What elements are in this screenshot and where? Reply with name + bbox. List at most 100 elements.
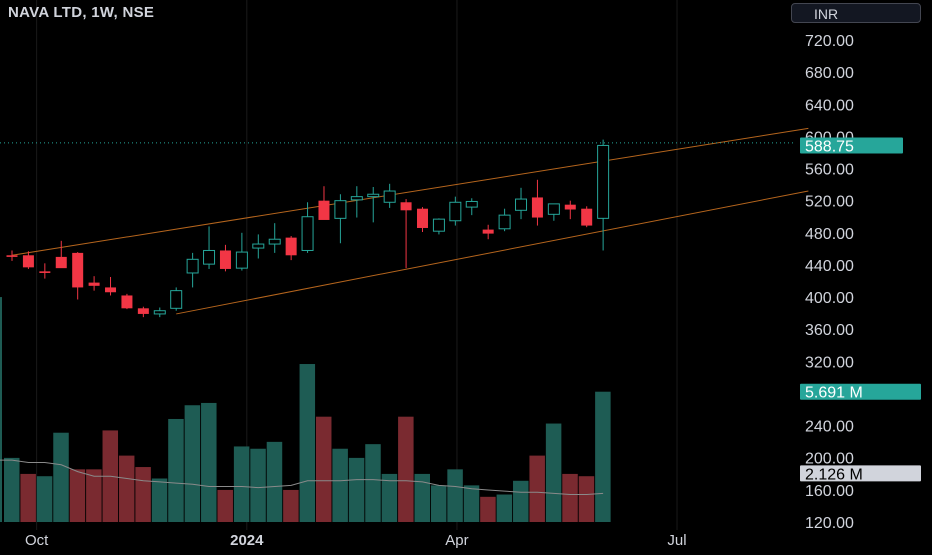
channel-line-upper[interactable] <box>11 127 809 256</box>
volume-bar <box>250 448 266 522</box>
volume-bar <box>447 469 463 522</box>
time-axis-label: Jul <box>667 532 686 549</box>
price-tick-label: 400.00 <box>805 290 854 307</box>
candle-body[interactable] <box>432 218 445 232</box>
candle-body[interactable] <box>39 271 51 273</box>
candle-body[interactable] <box>268 238 281 245</box>
candle-body[interactable] <box>153 310 166 315</box>
candle-body[interactable] <box>170 290 183 309</box>
volume-bar <box>135 467 151 522</box>
volume-value-label: 5.691 M <box>805 385 863 402</box>
volume-bar <box>4 457 20 522</box>
candle-body[interactable] <box>203 249 216 265</box>
price-tick-label: 200.00 <box>805 451 854 468</box>
volume-bar <box>430 485 447 522</box>
candle-body[interactable] <box>88 282 100 286</box>
last-price-badge <box>800 137 903 154</box>
candle-body[interactable] <box>400 202 412 211</box>
volume-bar <box>480 496 496 522</box>
candle-body[interactable] <box>72 252 84 288</box>
candle-body[interactable] <box>581 208 593 226</box>
candle-body[interactable] <box>22 255 34 268</box>
volume-bar <box>496 494 513 522</box>
candle-body[interactable] <box>449 201 462 222</box>
volume-value-badge <box>800 383 921 400</box>
last-price-label: 588.75 <box>805 138 854 155</box>
price-tick-label: 720.00 <box>805 33 854 50</box>
volume-bar <box>332 448 348 522</box>
candle-body[interactable] <box>515 198 528 211</box>
chart-title: NAVA LTD, 1W, NSE <box>8 4 155 21</box>
volume-bar <box>348 457 365 522</box>
price-tick-label: 160.00 <box>805 483 854 500</box>
channel-line-lower[interactable] <box>176 190 809 315</box>
volume-bar <box>53 432 69 522</box>
candle-body[interactable] <box>6 255 18 257</box>
candle-body[interactable] <box>121 295 133 309</box>
volume-bar <box>463 485 480 522</box>
candle-body[interactable] <box>531 197 543 218</box>
candle-body[interactable] <box>334 200 347 219</box>
price-tick-label: 360.00 <box>805 322 854 339</box>
volume-bar <box>513 480 529 522</box>
volume-bar <box>233 446 250 522</box>
candle-body[interactable] <box>219 250 231 269</box>
candle-body[interactable] <box>498 214 511 230</box>
price-tick-label: 120.00 <box>805 515 854 532</box>
volume-bar <box>118 455 135 522</box>
price-tick-label: 680.00 <box>805 65 854 82</box>
volume-bar <box>414 473 430 522</box>
price-tick-label: 320.00 <box>805 354 854 371</box>
volume-bar <box>266 441 283 522</box>
volume-bar <box>69 469 86 522</box>
candle-body[interactable] <box>137 308 149 314</box>
time-axis-label: 2024 <box>230 532 264 549</box>
candle-body[interactable] <box>383 190 396 203</box>
volume-bar <box>595 391 611 522</box>
candle-body[interactable] <box>252 243 265 249</box>
volume-bar <box>315 416 332 522</box>
volume-average-label: 2.126 M <box>805 466 863 483</box>
volume-bar <box>562 473 578 522</box>
price-tick-label: 440.00 <box>805 258 854 275</box>
currency-selector[interactable]: INR <box>791 3 921 23</box>
candle-body[interactable] <box>465 200 478 208</box>
candle-body[interactable] <box>417 208 428 228</box>
volume-bar <box>398 416 414 522</box>
volume-bar <box>168 418 184 522</box>
candle-body[interactable] <box>235 251 248 269</box>
candle-body[interactable] <box>367 193 380 198</box>
candle-body[interactable] <box>301 216 314 251</box>
volume-bar <box>151 478 168 522</box>
volume-bar <box>86 469 102 522</box>
volume-bar <box>381 473 398 522</box>
candle-body[interactable] <box>105 287 117 293</box>
volume-bar <box>545 423 562 522</box>
time-axis-label: Apr <box>445 532 468 549</box>
volume-bar <box>36 476 53 522</box>
volume-bar <box>184 405 201 522</box>
time-axis-label: Oct <box>25 532 49 549</box>
volume-bar <box>578 476 595 522</box>
candle-body[interactable] <box>186 258 199 274</box>
price-tick-label: 480.00 <box>805 226 854 243</box>
candle-body[interactable] <box>318 200 330 220</box>
volume-bar <box>283 489 299 522</box>
candle-body[interactable] <box>350 196 363 201</box>
price-tick-label: 520.00 <box>805 194 854 211</box>
candle-body[interactable] <box>285 237 297 256</box>
candle-body[interactable] <box>547 203 560 215</box>
volume-average-badge <box>800 465 921 482</box>
candle-body[interactable] <box>55 256 67 269</box>
volume-bar <box>529 455 545 522</box>
volume-bar <box>0 297 2 522</box>
volume-bar <box>20 473 36 522</box>
candle-body[interactable] <box>564 204 576 210</box>
candle-body[interactable] <box>597 144 610 219</box>
volume-bar <box>365 444 381 522</box>
candle-body[interactable] <box>482 229 494 234</box>
price-tick-label: 560.00 <box>805 162 854 179</box>
volume-bar <box>201 402 217 522</box>
